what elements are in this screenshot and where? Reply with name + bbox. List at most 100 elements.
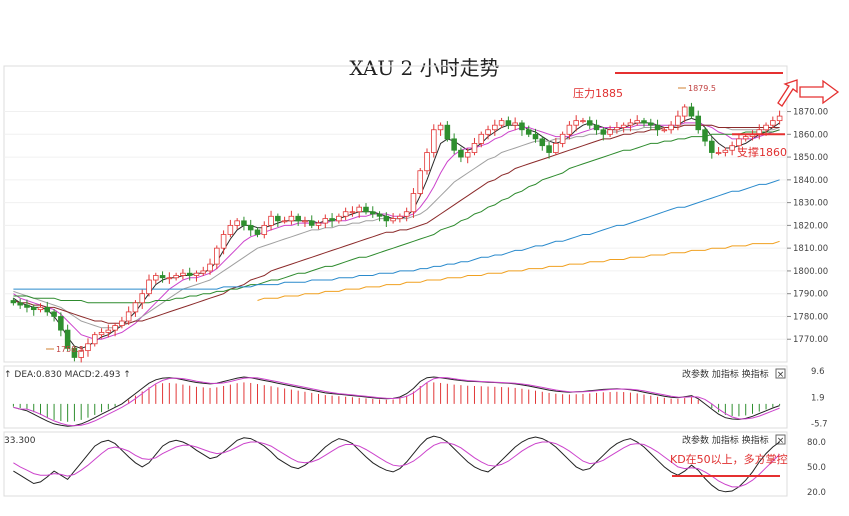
candle-body: [437, 124, 444, 131]
candle-body: [91, 334, 98, 345]
kd-d-line: [13, 441, 780, 488]
candle-body: [424, 152, 430, 172]
resistance-label: 压力1885: [573, 87, 623, 100]
price-tick-label: 1840.00: [793, 176, 828, 186]
price-panel-frame: [3, 65, 788, 363]
candle-body: [383, 215, 390, 222]
candle-body: [614, 127, 620, 131]
candle-body: [247, 224, 254, 231]
ma-line-2: [13, 124, 780, 329]
candle-body: [146, 279, 152, 295]
candle-body: [30, 306, 37, 311]
candle-body: [254, 229, 261, 235]
candle-body: [593, 124, 600, 131]
ma-line-3: [13, 124, 780, 324]
candle-body: [214, 247, 220, 265]
kd-menu: 改参数 加指标 换指标: [682, 434, 769, 446]
candle-body: [417, 170, 424, 194]
high-marker-label: 1879.5: [688, 84, 716, 93]
chart-title: XAU 2 小时走势: [349, 56, 500, 80]
candle-body: [24, 304, 30, 308]
candle-body: [512, 122, 518, 126]
candle-body: [315, 222, 322, 226]
candle-body: [620, 124, 627, 128]
kd-panel-frame: [3, 431, 788, 497]
candle-body: [668, 124, 674, 131]
candle-body: [356, 206, 362, 213]
candle-body: [525, 129, 532, 135]
candle-body: [580, 120, 586, 123]
candle-body: [37, 306, 44, 311]
arrow-up-icon: [777, 79, 798, 107]
ma-line-5: [13, 179, 780, 290]
candle-body: [166, 277, 173, 280]
candle-body: [505, 120, 512, 126]
candle-body: [709, 140, 715, 153]
candle-body: [397, 215, 403, 219]
price-tick-label: 1770.00: [793, 335, 828, 345]
macd-dif-line: [13, 376, 780, 427]
macd-legend: ↑ DEA:0.830 MACD:2.493 ↑: [4, 370, 131, 380]
macd-dea-line: [13, 376, 780, 427]
candle-body: [444, 124, 451, 140]
candle-body: [193, 272, 200, 276]
price-tick-label: 1850.00: [793, 153, 828, 163]
candle-body: [715, 152, 722, 154]
candle-body: [329, 218, 335, 222]
candle-body: [451, 138, 457, 151]
candle-body: [200, 270, 207, 274]
candle-body: [566, 124, 573, 135]
kd-tick-label: 50.0: [807, 463, 826, 473]
candle-body: [10, 300, 17, 304]
candle-body: [539, 138, 546, 147]
candle-body: [661, 129, 668, 132]
price-tick-label: 1810.00: [793, 244, 828, 254]
candle-body: [98, 331, 105, 336]
candle-body: [207, 263, 213, 272]
candle-body: [600, 129, 607, 135]
candle-body: [281, 220, 288, 223]
ma-line-6: [257, 240, 780, 301]
candle-body: [410, 193, 417, 213]
candle-body: [586, 120, 593, 126]
candle-body: [369, 211, 376, 215]
candle-body: [519, 122, 525, 131]
price-tick-label: 1800.00: [793, 267, 828, 277]
candle-body: [478, 133, 485, 144]
candle-body: [648, 122, 654, 126]
candle-body: [688, 106, 695, 117]
candle-body: [654, 124, 661, 131]
candle-body: [44, 306, 51, 313]
arrow-right-icon: [799, 79, 840, 105]
kd-tick-label: 80.0: [807, 438, 826, 448]
kd-close-icon: [775, 434, 786, 445]
macd-close-glyph: ×: [777, 370, 785, 380]
kd-tick-label: 20.0: [807, 488, 826, 498]
candle-body: [695, 115, 702, 131]
candle-body: [322, 218, 329, 224]
price-tick-label: 1780.00: [793, 312, 828, 322]
candle-body: [186, 272, 193, 276]
candle-body: [132, 302, 139, 313]
macd-panel-frame: [3, 365, 788, 429]
candle-body: [302, 220, 308, 223]
candle-body: [119, 320, 125, 326]
macd-menu: 改参数 加指标 换指标: [682, 368, 769, 380]
candle-body: [139, 293, 145, 304]
candle-body: [634, 120, 640, 124]
macd-tick-label: -5.7: [811, 420, 828, 430]
candle-body: [153, 275, 159, 281]
kd-annotation: KD在50以上，多方掌控: [670, 452, 788, 466]
candle-body: [553, 143, 559, 153]
candle-body: [607, 129, 613, 135]
candle-body: [471, 143, 478, 153]
candle-body: [770, 120, 776, 126]
candle-body: [736, 138, 742, 147]
candle-body: [722, 149, 729, 153]
candle-body: [227, 224, 234, 235]
candle-body: [241, 220, 247, 226]
candle-body: [125, 311, 132, 322]
price-tick-label: 1830.00: [793, 199, 828, 209]
kd-k-line: [13, 435, 780, 493]
candle-body: [159, 275, 166, 279]
